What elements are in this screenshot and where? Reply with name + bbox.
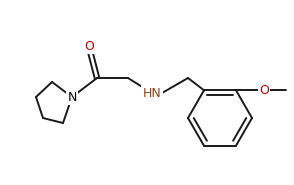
Text: O: O: [259, 84, 269, 97]
Text: O: O: [84, 40, 94, 53]
Text: N: N: [67, 90, 77, 103]
Text: HN: HN: [143, 87, 161, 100]
